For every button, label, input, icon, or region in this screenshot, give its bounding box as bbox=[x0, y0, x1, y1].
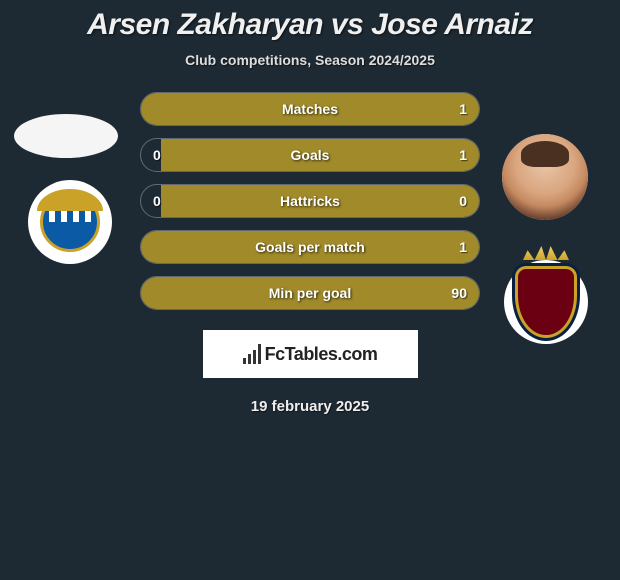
stat-row: Min per goal 90 bbox=[140, 276, 480, 310]
comparison-subtitle: Club competitions, Season 2024/2025 bbox=[0, 52, 620, 68]
comparison-title: Arsen Zakharyan vs Jose Arnaiz bbox=[0, 0, 620, 46]
brand-panel: FcTables.com bbox=[203, 330, 418, 378]
stat-row: Matches 1 bbox=[140, 92, 480, 126]
comparison-date: 19 february 2025 bbox=[0, 398, 620, 415]
stat-label: Min per goal bbox=[269, 285, 351, 301]
brand-text: FcTables.com bbox=[265, 344, 378, 365]
stat-value-left: 0 bbox=[153, 193, 161, 209]
chart-icon bbox=[243, 344, 261, 364]
stat-value-left: 0 bbox=[153, 147, 161, 163]
stat-value-right: 0 bbox=[459, 193, 467, 209]
stat-label: Hattricks bbox=[280, 193, 340, 209]
stat-label: Goals bbox=[291, 147, 330, 163]
stat-value-right: 1 bbox=[459, 147, 467, 163]
stat-value-right: 1 bbox=[459, 101, 467, 117]
stat-label: Matches bbox=[282, 101, 338, 117]
stat-value-right: 1 bbox=[459, 239, 467, 255]
stat-value-right: 90 bbox=[451, 285, 467, 301]
stat-row: 0 Goals 1 bbox=[140, 138, 480, 172]
stat-rows: Matches 1 0 Goals 1 0 Hattricks 0 Goals per matc… bbox=[140, 92, 480, 310]
stat-label: Goals per match bbox=[255, 239, 365, 255]
stat-row: Goals per match 1 bbox=[140, 230, 480, 264]
stat-row: 0 Hattricks 0 bbox=[140, 184, 480, 218]
